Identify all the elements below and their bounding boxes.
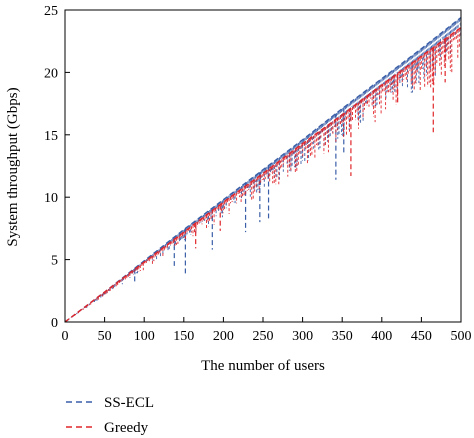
y-tick-label: 5	[51, 254, 58, 269]
x-tick-label: 150	[173, 329, 194, 344]
x-tick-label: 450	[411, 329, 432, 344]
legend-label-ss-ecl: SS-ECL	[104, 395, 154, 411]
x-tick-label: 50	[98, 329, 112, 344]
plot-frame	[64, 9, 462, 323]
x-tick-label: 100	[134, 329, 155, 344]
plot-area	[65, 16, 461, 322]
x-tick-label: 300	[292, 329, 313, 344]
legend: SS-ECL Greedy	[66, 395, 154, 436]
y-tick-label: 0	[51, 316, 58, 331]
x-tick-label: 500	[451, 329, 472, 344]
legend-label-greedy: Greedy	[104, 420, 149, 436]
y-axis-title: System throughput (Gbps)	[5, 87, 21, 246]
x-tick-label: 350	[332, 329, 353, 344]
y-tick-label: 15	[44, 129, 58, 144]
y-tick-label: 10	[44, 191, 58, 206]
x-axis-title: The number of users	[201, 358, 325, 374]
series-line-greedy	[65, 26, 461, 322]
axes: 0 50 100 150 200 250 300 350 400 450 500 0 5 10 15 20 25	[44, 4, 472, 344]
x-tick-label: 400	[371, 329, 392, 344]
y-tick-label: 20	[44, 66, 58, 81]
x-tick-label: 250	[253, 329, 274, 344]
x-tick-label: 0	[62, 329, 69, 344]
series-greedy	[65, 26, 461, 322]
y-tick-label: 25	[44, 4, 58, 19]
x-tick-label: 200	[213, 329, 234, 344]
